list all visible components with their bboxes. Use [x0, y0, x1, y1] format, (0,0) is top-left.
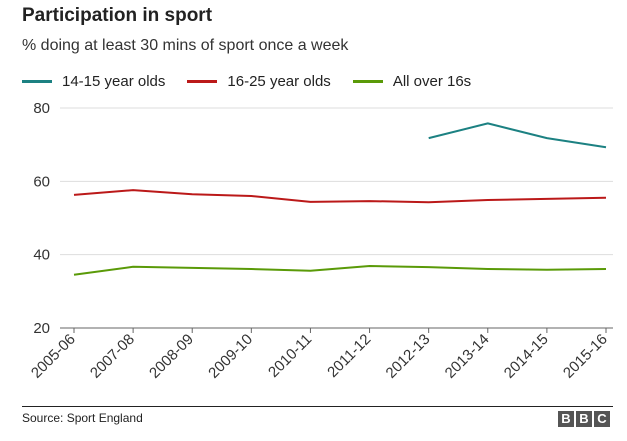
- y-axis-tick-labels: 20 40 60 80: [33, 100, 50, 337]
- legend-label-14-15: 14-15 year olds: [62, 72, 166, 90]
- legend-label-all-over-16: All over 16s: [392, 72, 472, 90]
- legend-item-14-15: 14-15 year olds: [22, 73, 165, 90]
- y-tick-label: 40: [33, 247, 50, 264]
- x-tick-label: 2013-14: [442, 331, 493, 382]
- legend-swatch-all-over-16: [352, 79, 383, 83]
- legend-label-16-25: 16-25 year olds: [227, 72, 331, 90]
- footer-divider: [22, 406, 613, 407]
- x-tick-label: 2008-09: [146, 331, 197, 382]
- grid-lines: [60, 107, 613, 329]
- series-lines: [73, 122, 607, 276]
- y-tick-label: 80: [33, 100, 50, 117]
- x-tick-label: 2007-08: [87, 331, 138, 382]
- chart-subtitle: % doing at least 30 mins of sport once a…: [22, 37, 349, 54]
- series-line-1: [428, 122, 607, 149]
- bbc-logo-letter-3: C: [594, 411, 610, 427]
- legend-item-all-over-16: All over 16s: [352, 72, 472, 90]
- x-tick-label: 2011-12: [324, 331, 374, 381]
- bbc-logo: B B C: [558, 411, 610, 427]
- legend-swatch-14-15: [22, 79, 52, 83]
- x-tick-label: 2009-10: [205, 331, 256, 382]
- series-line-2: [73, 189, 607, 204]
- source-note: Source: Sport England: [22, 411, 143, 425]
- x-axis-tick-labels: 2005-06 2007-08 2008-09 2009-10 2010-11 2011-…: [28, 328, 611, 382]
- legend-swatch-16-25: [187, 79, 218, 83]
- bbc-logo-letter-2: B: [576, 411, 592, 427]
- x-tick-label: 2015-16: [560, 331, 611, 382]
- y-tick-label: 20: [33, 320, 50, 337]
- x-tick-label: 2010-11: [265, 331, 315, 381]
- x-tick-label: 2012-13: [383, 331, 434, 382]
- chart-title: Participation in sport: [22, 5, 213, 26]
- y-tick-label: 60: [33, 173, 50, 190]
- x-tick-label: 2014-15: [501, 331, 552, 382]
- chart-legend: 14-15 year olds 16-25 year olds All over…: [22, 71, 493, 91]
- series-line-3: [73, 265, 607, 276]
- bbc-logo-letter-1: B: [558, 411, 574, 427]
- legend-item-16-25: 16-25 year olds: [187, 72, 331, 90]
- x-tick-label: 2005-06: [28, 331, 79, 382]
